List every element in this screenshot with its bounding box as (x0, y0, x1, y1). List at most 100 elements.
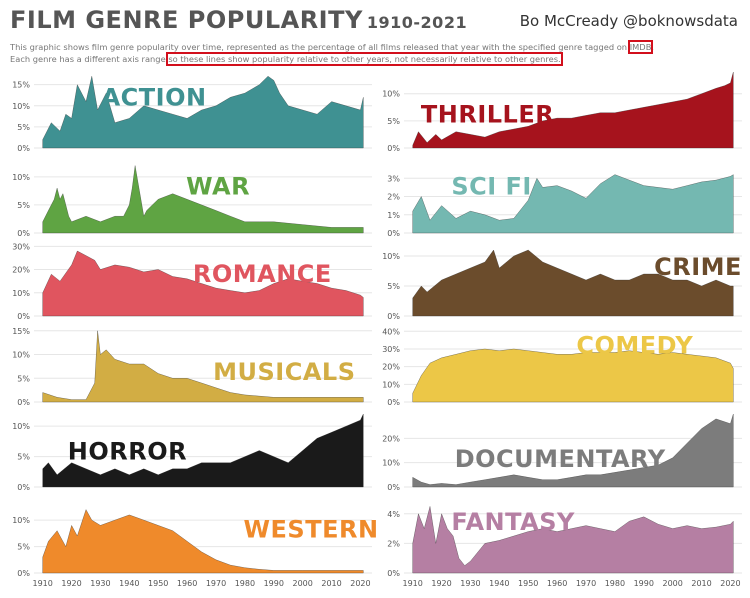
title-years: 1910-2021 (366, 13, 468, 32)
genre-label: FANTASY (451, 508, 575, 536)
x-tick-label: 1930 (90, 579, 110, 588)
x-tick-label: 1930 (460, 579, 480, 588)
subtitle-2a: Each genre has a different axis range (10, 54, 169, 64)
y-tick-label: 2% (387, 539, 400, 548)
y-tick-label: 10% (12, 516, 30, 525)
x-tick-label: 1920 (431, 579, 451, 588)
panel-romance: 0% 10% 20% 30% ROMANCE (12, 242, 372, 321)
area-series (412, 413, 734, 488)
x-tick-label: 1940 (489, 579, 509, 588)
area-series (412, 249, 734, 317)
y-tick-label: 20% (382, 363, 400, 372)
genre-label: SCI FI (451, 173, 532, 201)
subtitle-line-2: Each genre has a different axis range so… (10, 52, 563, 66)
y-tick-label: 4% (387, 510, 400, 519)
y-tick-label: 3% (387, 174, 400, 183)
genre-label: HORROR (68, 438, 187, 466)
panel-crime: 0% 5% 10% CRIME (382, 249, 742, 321)
x-tick-label: 2010 (321, 579, 341, 588)
y-tick-label: 0% (17, 229, 30, 238)
y-tick-label: 15% (12, 81, 30, 90)
y-tick-label: 0% (387, 398, 400, 407)
x-tick-label: 1990 (264, 579, 284, 588)
x-tick-label: 1970 (206, 579, 226, 588)
y-tick-label: 0% (387, 312, 400, 321)
page-title: FILM GENRE POPULARITY 1910-2021 (10, 6, 467, 34)
genre-label: COMEDY (576, 332, 693, 360)
y-tick-label: 5% (17, 201, 30, 210)
area-series (42, 165, 364, 234)
y-tick-label: 10% (12, 173, 30, 182)
genre-label: WAR (186, 173, 250, 201)
panel-action: 0% 5% 10% 15% ACTION (12, 75, 372, 153)
genre-label: MUSICALS (213, 358, 355, 386)
y-tick-label: 5% (387, 117, 400, 126)
y-tick-label: 5% (17, 453, 30, 462)
panel-sci-fi: 0% 1% 2% 3% SCI FI (387, 173, 742, 238)
y-tick-label: 30% (12, 242, 30, 251)
area-series (42, 508, 364, 574)
genre-label: THRILLER (421, 100, 554, 128)
genre-label: ACTION (102, 84, 207, 112)
genre-label: DOCUMENTARY (455, 445, 666, 473)
y-tick-label: 2% (387, 193, 400, 202)
x-tick-label: 2000 (292, 579, 312, 588)
axis-note-highlight: so these lines show popularity relative … (166, 52, 563, 66)
panel-war: 0% 5% 10% WAR (12, 165, 372, 238)
area-series (412, 174, 734, 234)
subtitle-line-1: This graphic shows film genre popularity… (10, 40, 655, 54)
y-tick-label: 10% (382, 252, 400, 261)
author-credit: Bo McCready @boknowsdata (520, 12, 738, 30)
y-tick-label: 5% (387, 282, 400, 291)
genre-label: ROMANCE (193, 260, 332, 288)
area-series (42, 250, 364, 317)
subtitle-1c: . (651, 42, 655, 52)
y-tick-label: 10% (382, 90, 400, 99)
panel-comedy: 0% 10% 20% 30% 40% COMEDY (382, 327, 742, 407)
panel-documentary: 0% 10% 20% DOCUMENTARY (382, 413, 742, 492)
y-tick-label: 30% (382, 345, 400, 354)
area-series (412, 348, 734, 403)
y-tick-label: 10% (12, 289, 30, 298)
y-tick-label: 10% (12, 351, 30, 360)
y-tick-label: 1% (387, 211, 400, 220)
y-tick-label: 0% (17, 144, 30, 153)
panel-horror: 0% 5% 10% HORROR (12, 413, 372, 492)
y-tick-label: 20% (12, 266, 30, 275)
y-tick-label: 10% (12, 102, 30, 111)
x-tick-label: 2020 (350, 579, 370, 588)
area-series (42, 413, 364, 488)
imdb-highlight: IMDB (627, 40, 654, 54)
x-tick-label: 1970 (576, 579, 596, 588)
panel-western: 0% 5% 10% WESTERN (12, 508, 378, 578)
area-series (42, 330, 364, 403)
panel-musicals: 0% 5% 10% 15% MUSICALS (12, 327, 372, 407)
panel-fantasy: 0% 2% 4% FANTASY (387, 506, 742, 578)
y-tick-label: 5% (17, 123, 30, 132)
author-name: Bo McCready (519, 12, 619, 30)
x-tick-label: 1910 (402, 579, 422, 588)
x-tick-label: 1910 (32, 579, 52, 588)
subtitle-1a: This graphic shows film genre popularity… (10, 42, 630, 52)
x-tick-label: 1950 (518, 579, 538, 588)
x-tick-label: 1920 (61, 579, 81, 588)
title-text: FILM GENRE POPULARITY (10, 6, 363, 34)
x-tick-label: 1960 (547, 579, 567, 588)
x-tick-label: 2000 (662, 579, 682, 588)
y-tick-label: 0% (387, 144, 400, 153)
y-tick-label: 0% (387, 483, 400, 492)
y-tick-label: 0% (17, 483, 30, 492)
y-tick-label: 20% (382, 434, 400, 443)
y-tick-label: 0% (17, 398, 30, 407)
x-tick-label: 2010 (691, 579, 711, 588)
y-tick-label: 0% (387, 569, 400, 578)
y-tick-label: 10% (382, 380, 400, 389)
author-handle: @boknowsdata (623, 12, 738, 30)
x-tick-label: 1940 (119, 579, 139, 588)
x-tick-label: 1950 (148, 579, 168, 588)
area-series (42, 75, 364, 149)
y-tick-label: 5% (17, 543, 30, 552)
x-tick-label: 1980 (605, 579, 625, 588)
y-tick-label: 10% (12, 422, 30, 431)
